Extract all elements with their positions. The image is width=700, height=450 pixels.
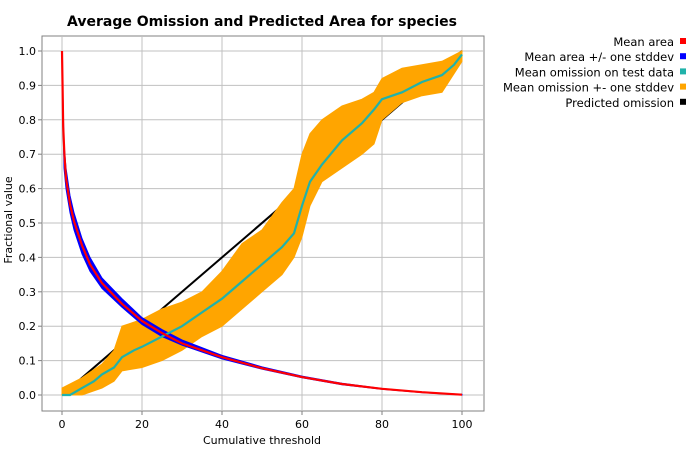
y-tick-label: 0.5 [19,217,37,230]
x-tick-label: 60 [295,418,309,431]
legend-swatch [680,68,686,75]
x-tick-label: 100 [452,418,473,431]
legend-label: Predicted omission [565,96,674,110]
legend-item-mean-omission-on-test-data: Mean omission on test data [515,65,686,79]
y-tick-label: 0.2 [19,320,37,333]
x-tick-label: 20 [135,418,149,431]
y-tick-label: 1.0 [19,45,37,58]
legend-item-mean-area: Mean area [613,35,686,49]
tick-labels: 0 20 40 60 80 100 0.0 0.1 0.2 0.3 0.4 0.5 0.6 0.7 0.8 0… [19,45,473,431]
x-tick-label: 40 [215,418,229,431]
y-tick-label: 0.3 [19,286,37,299]
legend-label: Mean omission +- one stddev [503,81,674,95]
x-axis-label: Cumulative threshold [203,434,321,447]
mean-omission-on-test-data-line [62,53,463,397]
legend-label: Mean omission on test data [515,65,674,79]
legend-swatch [680,38,686,44]
y-tick-label: 0.0 [19,389,37,402]
y-tick-label: 0.6 [19,183,37,196]
legend-swatch [680,53,686,60]
legend-label: Mean area [613,35,674,49]
legend-label: Mean area +/- one stddev [524,50,674,64]
legend-item-mean-area-one-stddev: Mean area +/- one stddev [524,50,686,64]
y-tick-label: 0.4 [19,251,37,264]
y-axis-label: Fractional value [2,176,15,263]
mean-area-line [60,50,463,396]
legend-swatch [680,98,686,105]
x-tick-label: 0 [59,418,66,431]
y-tick-label: 0.7 [19,148,37,161]
chart-title: Average Omission and Predicted Area for … [67,14,457,30]
y-tick-label: 0.1 [19,355,37,368]
y-tick-label: 0.9 [19,79,37,92]
y-tick-label: 0.8 [19,114,37,127]
legend-item-mean-omission-one-stddev: Mean omission +- one stddev [503,81,686,95]
legend-swatch [680,83,686,90]
legend-item-predicted-omission: Predicted omission [565,96,686,110]
series-layer [60,50,463,397]
mean-area-one-stddev-band [61,50,463,396]
x-tick-label: 80 [375,418,389,431]
axis-ticks [38,50,463,415]
